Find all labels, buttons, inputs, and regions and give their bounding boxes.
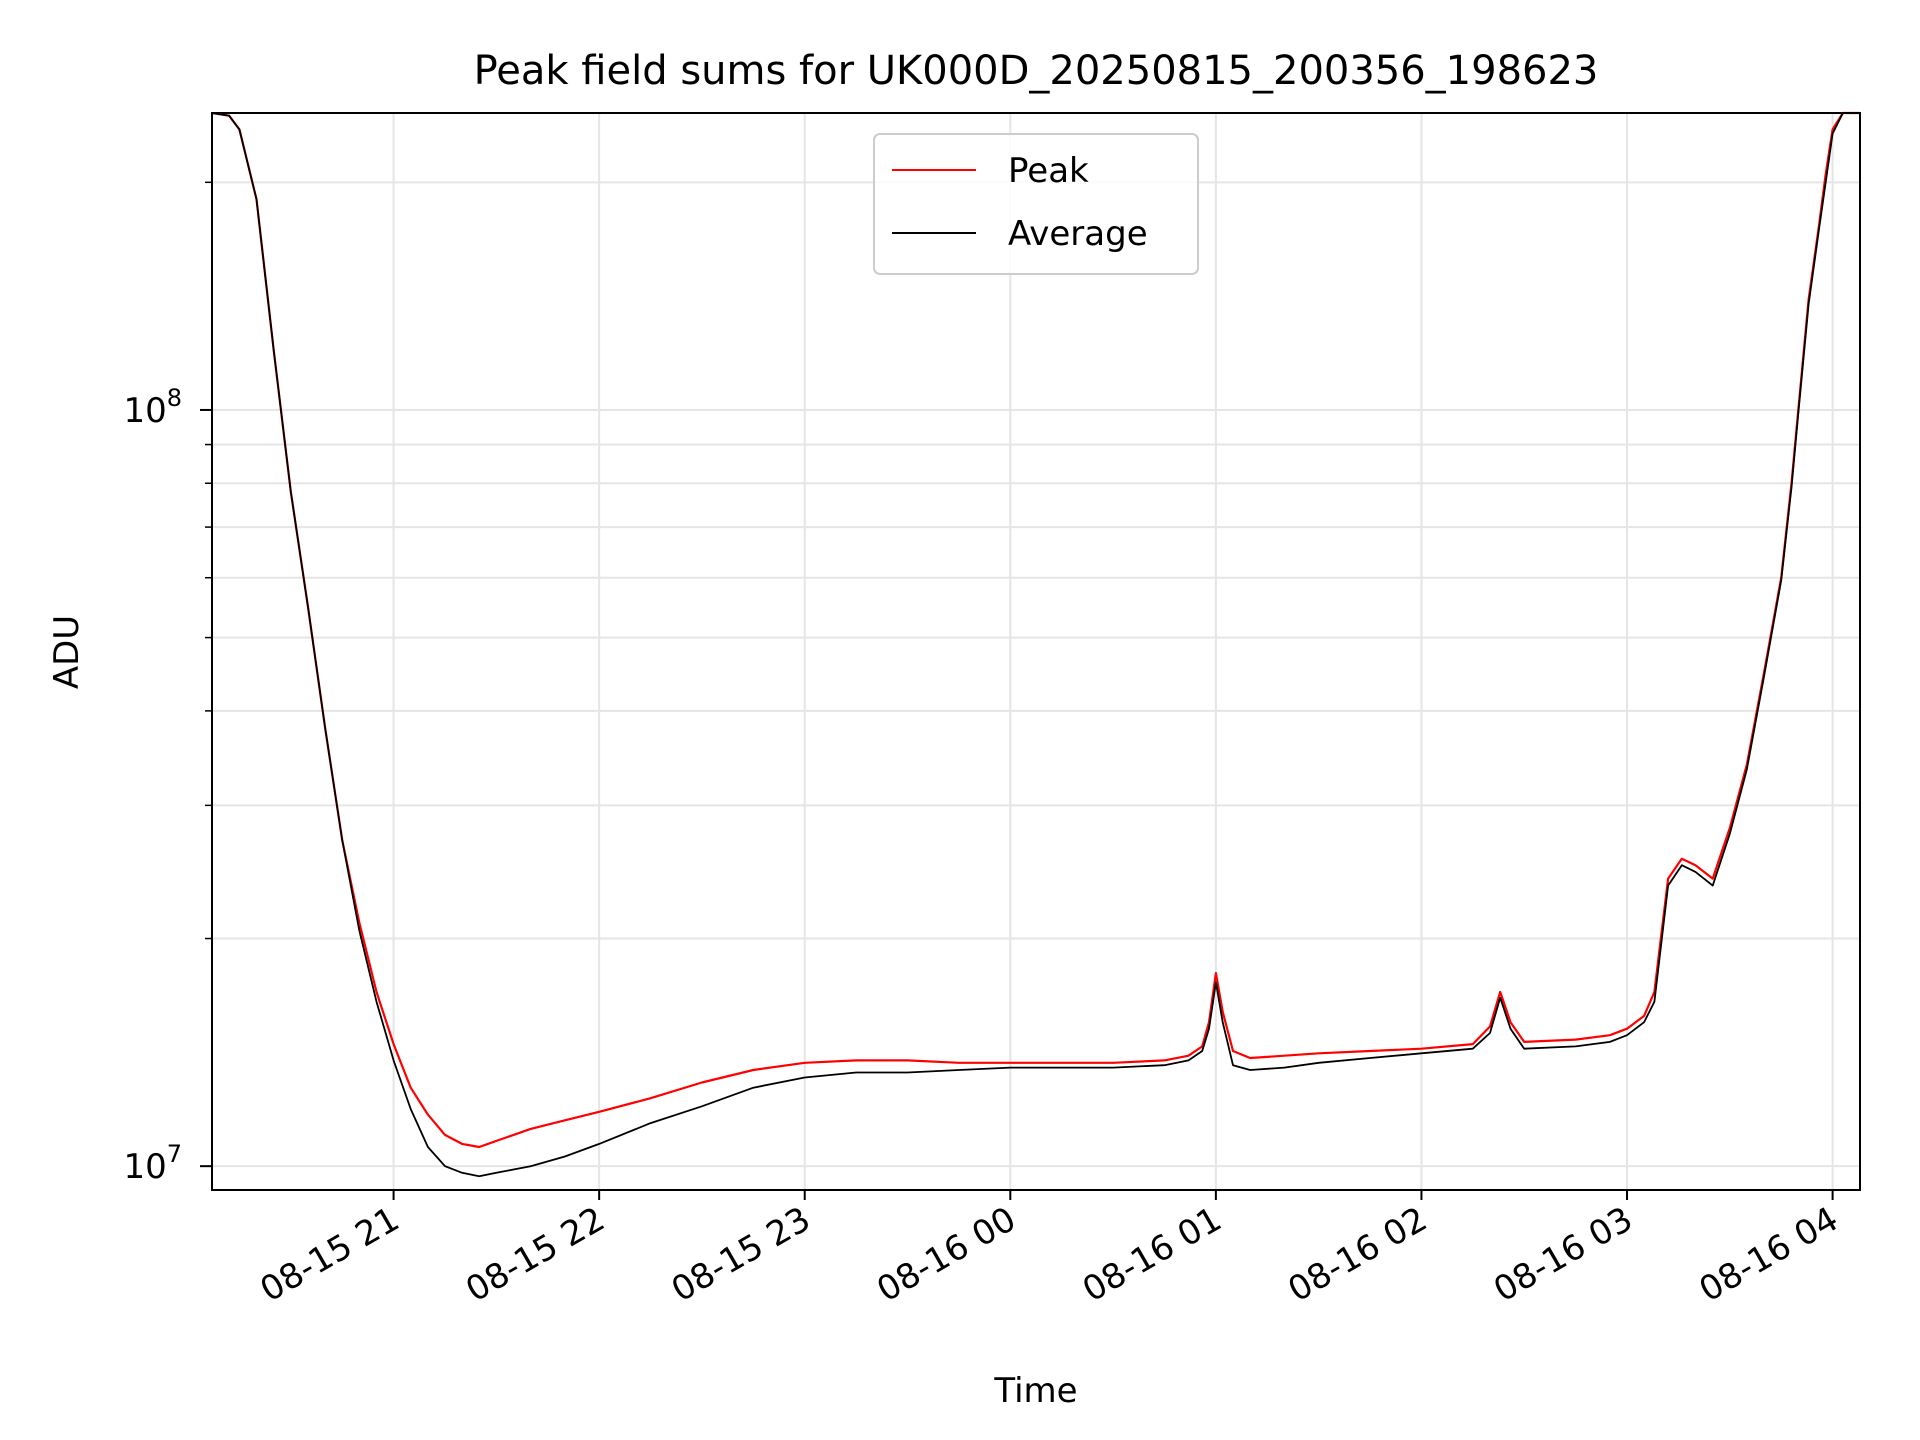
series-line-peak [211, 111, 1860, 1149]
series-line-average [211, 112, 1860, 1178]
legend-average-label: Average [1008, 214, 1148, 254]
y-tick-label: 107 [123, 1140, 182, 1187]
series-layer [211, 111, 1860, 1178]
x-axis-label: Time [993, 1371, 1077, 1411]
y-tick: 108 [123, 384, 212, 431]
y-axis: 107 108 [123, 181, 212, 1187]
chart-title: Peak field sums for UK000D_20250815_2003… [474, 48, 1599, 94]
y-tick: 107 [123, 1140, 212, 1187]
legend-peak-label: Peak [1008, 151, 1089, 191]
plot-frame [211, 112, 1861, 1191]
grid-lines [212, 113, 1860, 1190]
legend: Peak Average [873, 133, 1199, 275]
y-tick-label: 108 [123, 384, 182, 431]
y-axis-label: ADU [47, 615, 87, 689]
